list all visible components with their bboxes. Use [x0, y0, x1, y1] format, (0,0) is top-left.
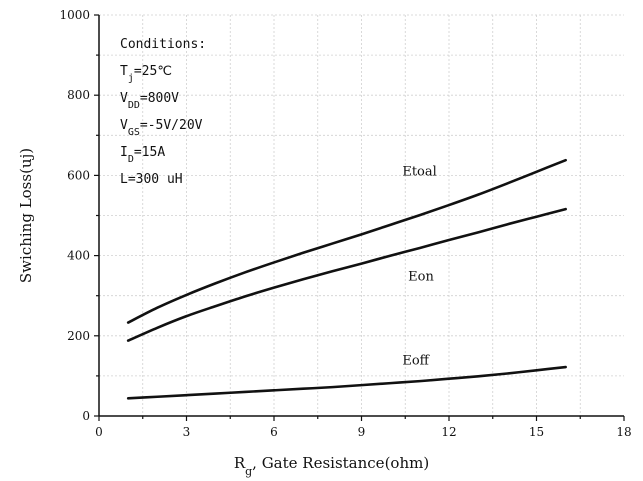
x-axis-label: Rg, Gate Resistance(ohm)	[234, 454, 429, 478]
y-tick-label: 800	[67, 88, 90, 102]
conditions-title: Conditions:	[120, 37, 206, 52]
y-tick-label: 600	[67, 168, 90, 182]
x-tick-label: 0	[95, 425, 103, 439]
y-tick-label: 400	[67, 249, 90, 263]
series-group	[126, 158, 567, 400]
condition-main: V	[120, 91, 128, 106]
condition-value: =25℃	[134, 64, 172, 79]
condition-sub: DD	[128, 100, 140, 111]
ticks: 0 3 6 9 12 15 18 0 200 400 600 800 1000	[59, 8, 631, 439]
condition-value: =-5V/20V	[140, 118, 203, 133]
y-tick-label: 0	[82, 409, 90, 423]
y-tick-label: 1000	[59, 8, 90, 22]
x-tick-label: 9	[358, 425, 366, 439]
x-tick-label: 15	[529, 425, 544, 439]
y-tick-label: 200	[67, 329, 90, 343]
series-line-etoal	[126, 158, 567, 324]
condition-value: =800V	[140, 91, 179, 106]
x-axis-label-main: R	[234, 454, 246, 472]
condition-sub: D	[128, 154, 134, 165]
condition-line: ID=15A	[120, 145, 165, 165]
series-label-etoal: Etoal	[402, 164, 436, 179]
y-axis-label: Swiching Loss(uj)	[17, 148, 35, 283]
x-axis-label-rest: , Gate Resistance(ohm)	[252, 454, 429, 472]
x-tick-label: 3	[183, 425, 191, 439]
condition-sub: j	[128, 73, 134, 84]
condition-sub: GS	[128, 127, 140, 138]
x-tick-label: 18	[616, 425, 631, 439]
series-label-eon: Eon	[408, 269, 434, 284]
series-label-eoff: Eoff	[402, 354, 430, 369]
condition-line: VGS=-5V/20V	[120, 118, 203, 138]
condition-line: VDD=800V	[120, 91, 179, 111]
condition-main: T	[120, 64, 128, 79]
x-tick-label: 6	[270, 425, 278, 439]
x-tick-label: 12	[441, 425, 456, 439]
series-line-eoff	[126, 365, 567, 400]
condition-value: =15A	[134, 145, 165, 160]
condition-line: Tj=25℃	[120, 64, 172, 84]
series-labels: Etoal Eon Eoff	[402, 164, 436, 368]
condition-main: V	[120, 118, 128, 133]
condition-main: I	[120, 145, 128, 160]
condition-main: L=300 uH	[120, 172, 183, 187]
series-line-eon	[126, 207, 567, 342]
x-axis-label-sub: g	[245, 465, 252, 478]
conditions-box: Conditions: Tj=25℃VDD=800VVGS=-5V/20VID=…	[120, 37, 206, 187]
condition-line: L=300 uH	[120, 172, 183, 187]
